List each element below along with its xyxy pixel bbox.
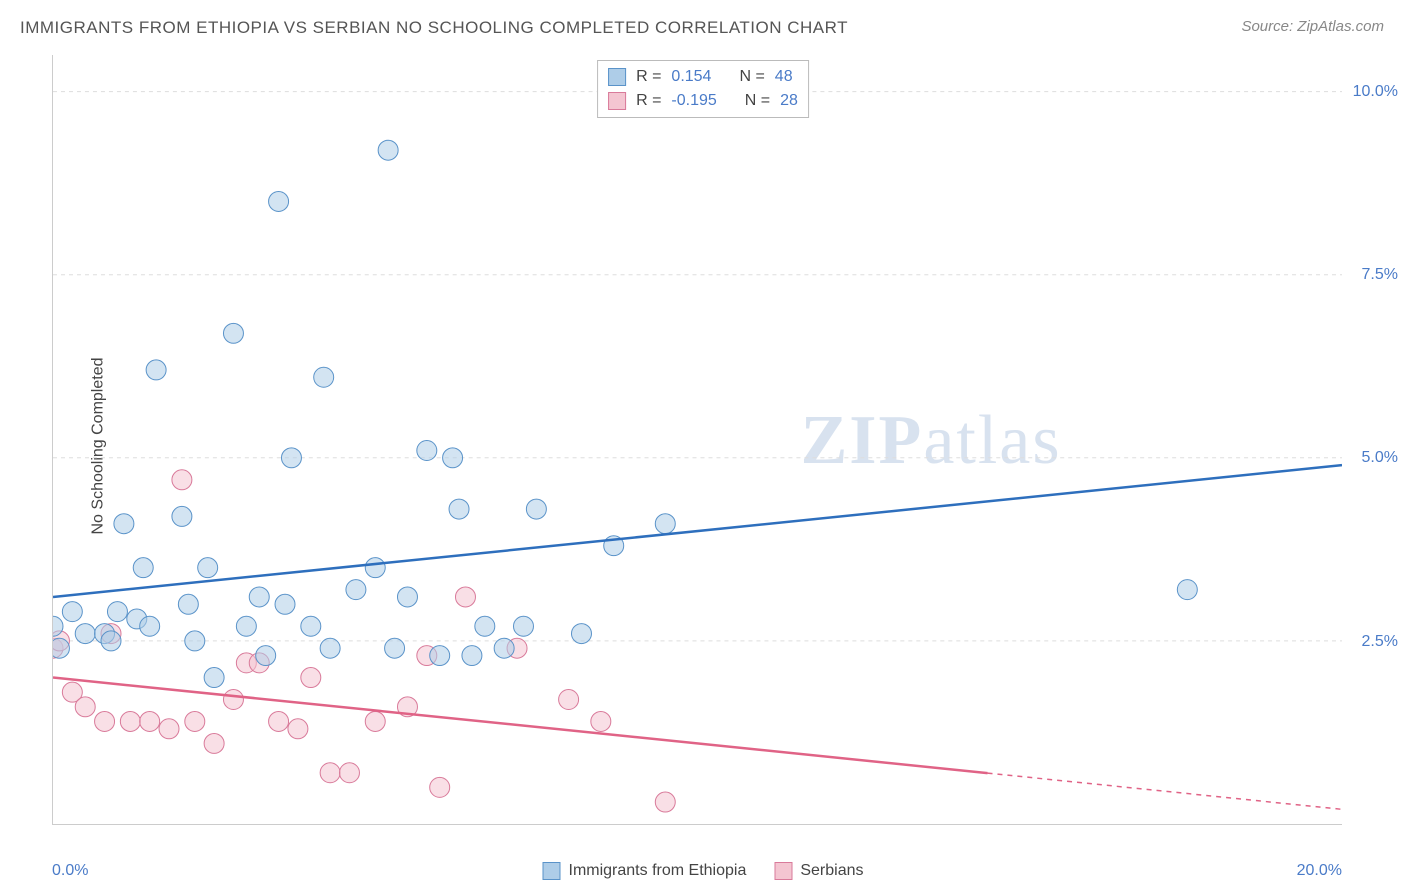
chart-title: IMMIGRANTS FROM ETHIOPIA VS SERBIAN NO S…	[20, 18, 848, 38]
swatch-serbians-icon	[774, 862, 792, 880]
y-tick: 10.0%	[1353, 83, 1398, 101]
x-tick-min: 0.0%	[52, 862, 88, 880]
legend-item-ethiopia: Immigrants from Ethiopia	[543, 862, 747, 880]
y-tick: 2.5%	[1362, 633, 1398, 651]
legend-row-serbians: R = -0.195 N = 28	[608, 89, 798, 113]
swatch-ethiopia-icon	[543, 862, 561, 880]
correlation-legend: R = 0.154 N = 48 R = -0.195 N = 28	[597, 60, 809, 118]
plot-area: ZIPatlas	[52, 55, 1342, 825]
x-tick-max: 20.0%	[1297, 862, 1342, 880]
series-legend: Immigrants from Ethiopia Serbians	[543, 862, 864, 880]
chart-container: IMMIGRANTS FROM ETHIOPIA VS SERBIAN NO S…	[0, 0, 1406, 892]
source-label: Source: ZipAtlas.com	[1241, 18, 1384, 35]
swatch-serbians	[608, 92, 626, 110]
y-tick: 7.5%	[1362, 266, 1398, 284]
legend-item-serbians: Serbians	[774, 862, 863, 880]
scatter-chart	[53, 55, 1342, 824]
swatch-ethiopia	[608, 68, 626, 86]
y-tick: 5.0%	[1362, 449, 1398, 467]
legend-row-ethiopia: R = 0.154 N = 48	[608, 65, 798, 89]
